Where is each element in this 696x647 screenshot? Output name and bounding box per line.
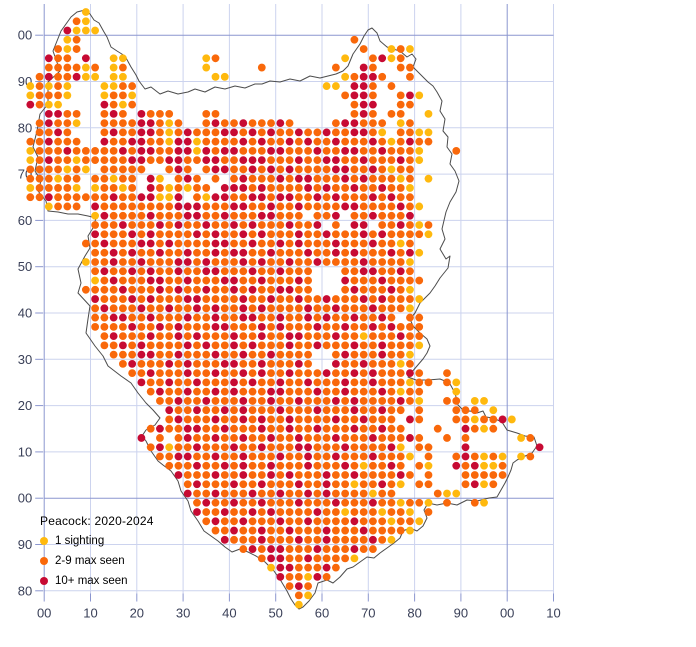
x-axis-label: 40 bbox=[222, 606, 236, 621]
y-axis-label: 30 bbox=[18, 352, 32, 367]
axis-ticks bbox=[35, 34, 554, 602]
y-axis-label: 00 bbox=[18, 28, 32, 43]
grid-major-lines bbox=[43, 4, 554, 594]
y-axis-label: 80 bbox=[18, 120, 32, 135]
sighting-dots bbox=[26, 8, 544, 609]
map-legend: Peacock: 2020-2024 1 sighting 2-9 max se… bbox=[38, 514, 154, 594]
legend-label-2-9-max-seen: 2-9 max seen bbox=[55, 554, 125, 567]
x-axis-label: 00 bbox=[500, 606, 514, 621]
legend-label-10-plus-max-seen: 10+ max seen bbox=[55, 574, 128, 587]
legend-dot-10-plus-max-seen-icon bbox=[40, 576, 48, 585]
y-axis-label: 00 bbox=[18, 491, 32, 506]
legend-label-1-sighting: 1 sighting bbox=[55, 534, 105, 547]
y-axis-label: 20 bbox=[18, 398, 32, 413]
y-axis-label: 40 bbox=[18, 306, 32, 321]
y-axis-label: 50 bbox=[18, 259, 32, 274]
legend-item-1-sighting: 1 sighting bbox=[38, 534, 154, 547]
y-axis-label: 60 bbox=[18, 213, 32, 228]
axis-labels-x: 00 10 20 30 40 50 60 70 80 90 00 10 bbox=[37, 606, 561, 621]
x-axis-label: 10 bbox=[546, 606, 560, 621]
y-axis-label: 90 bbox=[18, 537, 32, 552]
legend-dot-2-9-max-seen-icon bbox=[40, 556, 48, 565]
y-axis-label: 10 bbox=[18, 444, 32, 459]
legend-dot-1-sighting-icon bbox=[40, 536, 48, 545]
county-outline bbox=[32, 9, 538, 610]
x-axis-label: 80 bbox=[407, 606, 421, 621]
legend-item-2-9-max-seen: 2-9 max seen bbox=[38, 554, 154, 567]
legend-title: Peacock: 2020-2024 bbox=[40, 514, 154, 528]
y-axis-label: 80 bbox=[18, 583, 32, 598]
x-axis-label: 70 bbox=[361, 606, 375, 621]
legend-item-10-plus-max-seen: 10+ max seen bbox=[38, 574, 154, 587]
x-axis-label: 10 bbox=[83, 606, 97, 621]
x-axis-label: 90 bbox=[454, 606, 468, 621]
x-axis-label: 20 bbox=[130, 606, 144, 621]
x-axis-label: 30 bbox=[176, 606, 190, 621]
x-axis-label: 00 bbox=[37, 606, 51, 621]
grid-minor-lines bbox=[44, 4, 554, 594]
x-axis-label: 60 bbox=[315, 606, 329, 621]
x-axis-label: 50 bbox=[268, 606, 282, 621]
